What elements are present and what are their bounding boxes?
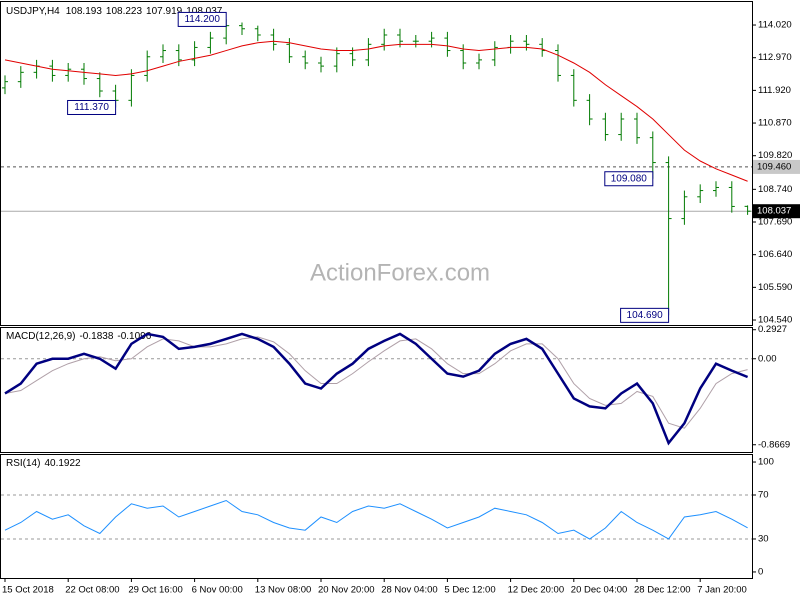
y-tick-label: 104.540 (758, 315, 792, 326)
annotation-box (620, 307, 670, 323)
macd-title: MACD(12,26,9) (6, 331, 75, 342)
moving-average (4, 40, 748, 182)
y-tick-label: 100 (758, 457, 774, 468)
macd-panel (0, 327, 753, 453)
annotation-label: 114.200 (184, 14, 220, 25)
x-tick-label: 22 Oct 08:00 (65, 585, 119, 596)
rsi-value: 40.1922 (44, 458, 81, 469)
level-label-box (753, 159, 800, 174)
annotation-box (604, 171, 654, 187)
y-tick-label: 107.690 (758, 217, 792, 228)
y-tick-label: 0.00 (758, 353, 777, 364)
current-price-label: 108.037 (757, 206, 791, 217)
level-label: 109.460 (757, 161, 791, 172)
y-tick-label: 0 (758, 566, 763, 577)
price-header: USDJPY,H4 108.193 108.223 107.919 108.037 (6, 6, 223, 17)
y-tick-label: 106.640 (758, 249, 792, 260)
header-close: 108.037 (186, 6, 223, 17)
y-tick-label: -0.8669 (758, 439, 790, 450)
series-line (4, 499, 748, 540)
y-tick-label: 109.820 (758, 150, 792, 161)
y-tick-label: 111.920 (758, 85, 791, 96)
signal-value: -0.1096 (117, 331, 151, 342)
macd-value: -0.1838 (79, 331, 113, 342)
x-tick-label: 15 Oct 2018 (2, 585, 54, 596)
symbol: USDJPY,H4 (6, 6, 60, 17)
y-tick-label: 110.870 (758, 118, 792, 129)
x-tick-label: 28 Dec 12:00 (634, 585, 691, 596)
current-price-box (753, 204, 800, 219)
x-tick-label: 20 Dec 04:00 (571, 585, 628, 596)
rsi-title: RSI(14) (6, 458, 40, 469)
y-tick-label: 108.740 (758, 184, 792, 195)
y-tick-label: 105.590 (758, 282, 792, 293)
rsi-header: RSI(14) 40.1922 (6, 458, 81, 469)
header-low: 107.919 (146, 6, 183, 17)
y-tick-label: 114.020 (758, 20, 792, 31)
annotation-label: 111.370 (74, 102, 109, 113)
x-tick-label: 13 Nov 08:00 (255, 585, 312, 596)
annotation-label: 104.690 (627, 310, 664, 321)
series-line (4, 332, 749, 446)
price-panel (0, 1, 753, 326)
header-high: 108.223 (106, 6, 143, 17)
x-tick-label: 20 Nov 20:00 (318, 585, 375, 596)
x-tick-label: 29 Oct 16:00 (128, 585, 182, 596)
y-tick-label: 70 (758, 490, 769, 501)
y-tick-label: 0.2927 (758, 324, 787, 335)
header-open: 108.193 (66, 6, 103, 17)
x-tick-label: 7 Jan 20:00 (697, 585, 747, 596)
y-tick-label: 30 (758, 533, 769, 544)
annotation-box (177, 11, 227, 27)
x-tick-label: 5 Dec 12:00 (444, 585, 495, 596)
x-tick-label: 28 Nov 04:00 (381, 585, 438, 596)
watermark: ActionForex.com (310, 259, 490, 286)
series-line (4, 336, 748, 429)
rsi-panel (0, 454, 753, 579)
x-tick-label: 6 Nov 00:00 (192, 585, 243, 596)
annotation-box (67, 99, 117, 115)
y-tick-label: 112.970 (758, 52, 792, 63)
x-tick-label: 12 Dec 20:00 (508, 585, 565, 596)
annotation-label: 109.080 (611, 173, 648, 184)
macd-header: MACD(12,26,9) -0.1838 -0.1096 (6, 331, 152, 342)
